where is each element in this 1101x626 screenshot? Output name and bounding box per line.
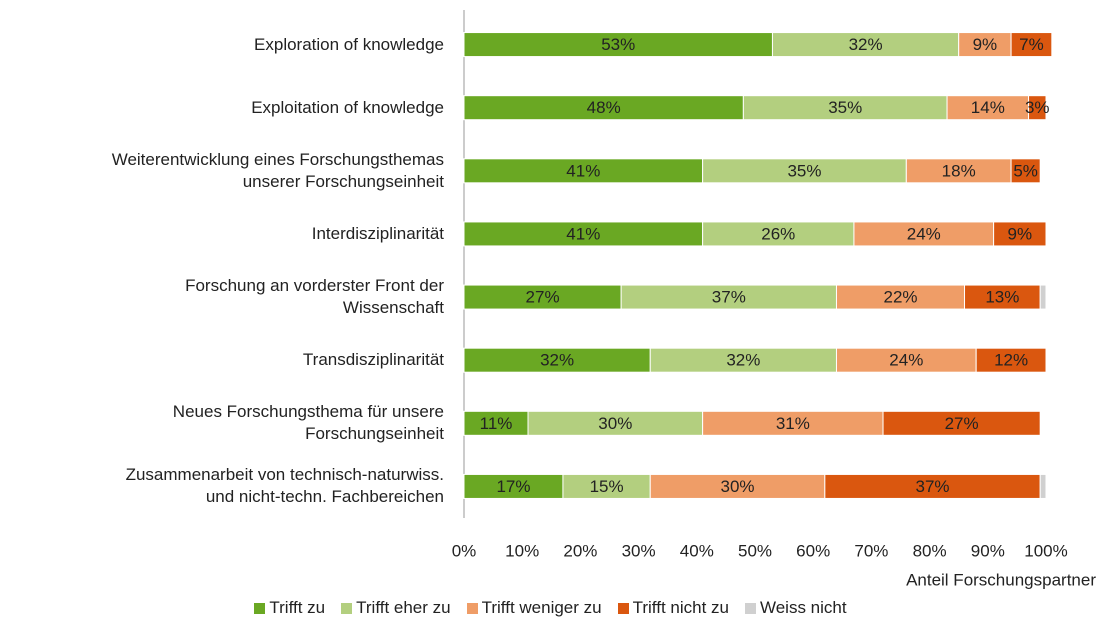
data-label: 41% xyxy=(566,161,600,180)
data-label: 9% xyxy=(973,35,998,54)
x-tick-label: 70% xyxy=(854,541,888,560)
legend-swatch xyxy=(466,602,478,614)
data-label: 18% xyxy=(942,161,976,180)
legend-swatch xyxy=(617,602,629,614)
bar-segment xyxy=(463,221,704,247)
data-label: 12% xyxy=(994,351,1028,370)
legend: Trifft zu Trifft eher zu Trifft weniger zu… xyxy=(0,598,1101,618)
x-tick-label: 20% xyxy=(563,541,597,560)
data-label: 11% xyxy=(480,414,513,433)
bar-segment xyxy=(463,95,744,121)
bar-segment xyxy=(882,410,1041,436)
x-tick-label: 90% xyxy=(971,541,1005,560)
legend-item: Trifft zu xyxy=(254,598,325,618)
bar-segment xyxy=(527,410,704,436)
data-label: 37% xyxy=(712,288,746,307)
bar-segment xyxy=(463,473,564,499)
bar-segment xyxy=(620,284,837,310)
data-label: 53% xyxy=(601,35,635,54)
bar-segment xyxy=(905,158,1012,184)
data-label: 35% xyxy=(828,98,862,117)
bar-segment xyxy=(562,473,651,499)
bar-segment xyxy=(946,95,1030,121)
bar-segment xyxy=(702,410,884,436)
bar-segment xyxy=(1039,473,1047,499)
bar-segment xyxy=(964,284,1041,310)
data-label: 14% xyxy=(971,98,1005,117)
legend-label: Trifft zu xyxy=(269,598,326,617)
legend-item: Trifft weniger zu xyxy=(466,598,602,618)
legend-swatch xyxy=(341,602,353,614)
bar-segment xyxy=(824,473,1041,499)
data-label: 3% xyxy=(1025,98,1050,117)
category-label: Forschung an vorderster Front der Wissen… xyxy=(185,276,444,318)
x-tick-label: 100% xyxy=(1024,541,1067,560)
bar-segment xyxy=(1010,32,1053,58)
bar-segment xyxy=(993,221,1047,247)
data-label: 32% xyxy=(540,351,574,370)
legend-label: Trifft eher zu xyxy=(356,598,451,617)
data-label: 30% xyxy=(598,414,632,433)
bar-segment xyxy=(702,221,855,247)
bar-segment xyxy=(1010,158,1041,184)
x-tick-label: 60% xyxy=(796,541,830,560)
data-label: 27% xyxy=(945,414,979,433)
data-label: 30% xyxy=(721,477,755,496)
legend-swatch xyxy=(744,602,756,614)
category-label: Zusammenarbeit von technisch-naturwiss. … xyxy=(125,465,444,507)
bar-segment xyxy=(835,347,977,373)
data-label: 26% xyxy=(761,224,795,243)
bar-segment xyxy=(742,95,948,121)
x-axis-label: Anteil Forschungspartner xyxy=(906,570,1096,589)
x-tick-label: 40% xyxy=(680,541,714,560)
data-label: 13% xyxy=(985,288,1019,307)
bar-segment xyxy=(649,347,837,373)
data-label: 41% xyxy=(566,224,600,243)
x-tick-label: 10% xyxy=(505,541,539,560)
bar-segment xyxy=(463,410,529,436)
category-label: Weiterentwicklung eines Forschungsthemas… xyxy=(111,149,444,191)
category-label: Exploitation of knowledge xyxy=(251,97,444,117)
category-label: Neues Forschungsthema für unsere Forschu… xyxy=(172,402,444,444)
category-label: Exploration of knowledge xyxy=(254,34,444,54)
data-label: 15% xyxy=(590,477,624,496)
bar-segment xyxy=(1039,284,1047,310)
data-label: 17% xyxy=(496,477,530,496)
category-label: Transdisziplinarität xyxy=(302,350,444,370)
legend-label: Trifft weniger zu xyxy=(481,598,602,617)
x-tick-label: 80% xyxy=(913,541,947,560)
legend-item: Weiss nicht xyxy=(744,598,847,618)
data-label: 32% xyxy=(726,351,760,370)
data-label: 22% xyxy=(883,288,917,307)
bar-segment xyxy=(975,347,1047,373)
legend-item: Trifft eher zu xyxy=(341,598,451,618)
data-label: 5% xyxy=(1013,161,1038,180)
legend-label: Trifft nicht zu xyxy=(632,598,729,617)
data-label: 9% xyxy=(1008,224,1033,243)
bar-segment xyxy=(463,347,651,373)
data-label: 48% xyxy=(587,98,621,117)
data-label: 32% xyxy=(849,35,883,54)
bar-segment xyxy=(1028,95,1047,121)
data-label: 35% xyxy=(787,161,821,180)
bar-segment xyxy=(702,158,907,184)
bar-segment xyxy=(853,221,995,247)
legend-label: Weiss nicht xyxy=(759,598,847,617)
data-label: 24% xyxy=(907,224,941,243)
bar-segment xyxy=(835,284,966,310)
legend-item: Trifft nicht zu xyxy=(617,598,729,618)
data-label: 37% xyxy=(915,477,949,496)
data-label: 24% xyxy=(889,351,923,370)
legend-swatch xyxy=(254,602,266,614)
x-tick-label: 50% xyxy=(738,541,772,560)
x-tick-label: 30% xyxy=(622,541,656,560)
data-label: 27% xyxy=(526,288,560,307)
category-label: Interdisziplinarität xyxy=(311,223,444,243)
x-tick-label: 0% xyxy=(452,541,477,560)
data-label: 31% xyxy=(776,414,810,433)
data-label: 7% xyxy=(1019,35,1044,54)
